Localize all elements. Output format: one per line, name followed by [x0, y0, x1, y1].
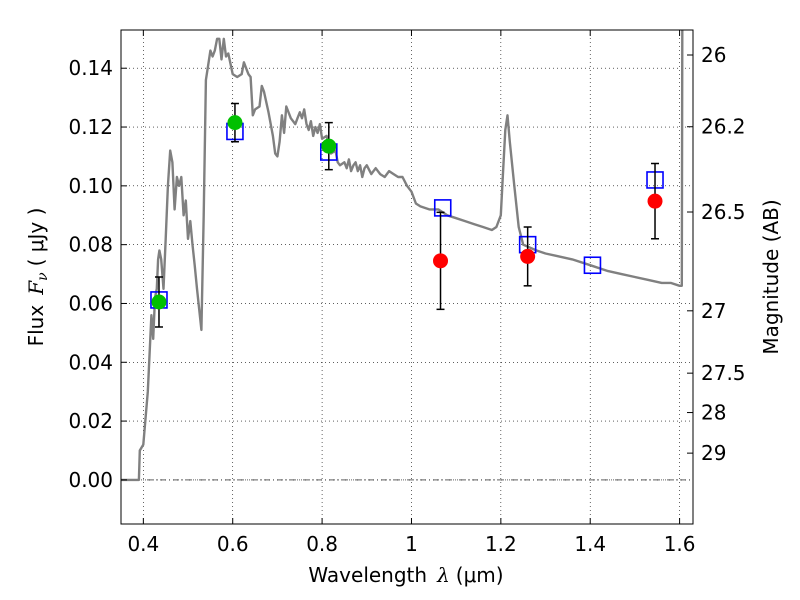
y2-tick-label: 27.5: [701, 361, 746, 385]
y-axis-label: FluxFν( μJy ): [24, 208, 51, 347]
measurement-point: [321, 138, 337, 154]
plot-frame: [120, 29, 694, 525]
x-tick-label: 1: [405, 532, 418, 556]
plot-area: [121, 30, 693, 524]
y-tick-label: 0.06: [68, 291, 113, 315]
ticks-layer: [121, 30, 693, 524]
measurement-point: [647, 193, 663, 209]
measurement-point: [227, 115, 243, 131]
x-tick-label: 1.6: [664, 532, 696, 556]
y-tick-label: 0.14: [68, 56, 113, 80]
photometry-square: [583, 256, 602, 275]
x-tick-label: 1.2: [485, 532, 517, 556]
x-tick-label: 0.8: [306, 532, 338, 556]
photometry-square: [433, 199, 452, 217]
y-tick-label: 0.04: [68, 350, 113, 374]
y2-axis-label: Magnitude (AB): [759, 199, 783, 354]
y2-tick-label: 26.5: [701, 200, 746, 224]
y-tick-label: 0.12: [68, 115, 113, 139]
y2-tick-label: 28: [701, 401, 726, 425]
x-tick-label: 0.6: [217, 532, 249, 556]
measurement-point: [433, 253, 449, 269]
y2-tick-label: 26: [701, 43, 726, 67]
y-tick-label: 0.02: [68, 409, 113, 433]
y2-tick-label: 27: [701, 299, 726, 323]
y2-tick-label: 26.2: [701, 115, 746, 139]
y2-tick-label: 29: [701, 441, 726, 465]
x-axis-label: Wavelength λ (μm): [308, 563, 503, 587]
y-tick-label: 0.10: [68, 174, 113, 198]
measurement-point: [151, 294, 167, 310]
data-points-layer: [150, 102, 664, 328]
grid: [121, 30, 693, 524]
x-tick-label: 0.4: [127, 532, 159, 556]
tick-labels-layer: 0.4 0.6 0.8 1 1.2 1.4 1.6 0.00 0.02 0.04 0.06 0.08 0…: [68, 43, 745, 556]
y-tick-label: 0.00: [68, 468, 113, 492]
measurement-point: [520, 248, 536, 264]
spectrum-line: [121, 29, 684, 482]
x-tick-label: 1.4: [574, 532, 606, 556]
spectrum-layer: [121, 29, 684, 482]
y-tick-label: 0.08: [68, 233, 113, 257]
